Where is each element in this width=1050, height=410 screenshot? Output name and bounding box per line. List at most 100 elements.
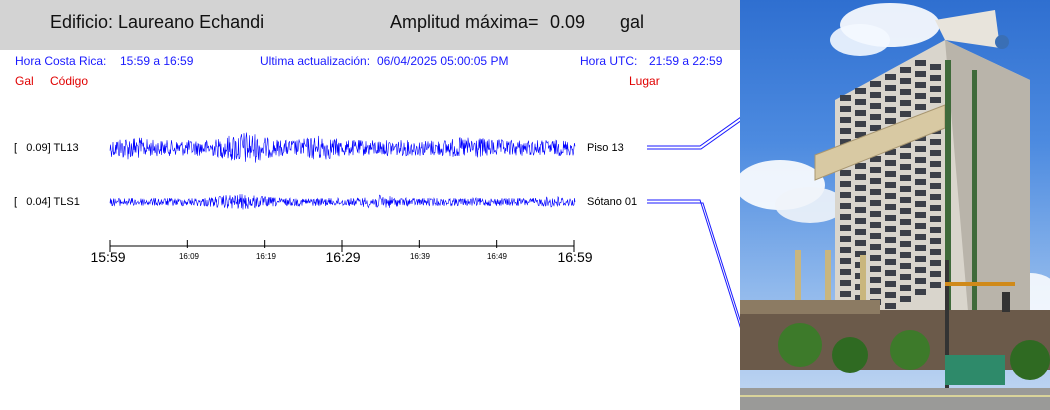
window	[915, 93, 926, 99]
window	[900, 142, 911, 148]
costa-rica-time-range: 15:59 a 16:59	[120, 54, 194, 68]
window	[915, 212, 926, 218]
window	[915, 82, 926, 88]
window	[915, 104, 926, 110]
window	[900, 230, 911, 236]
window	[930, 97, 941, 103]
window	[855, 229, 866, 235]
window	[855, 251, 866, 257]
time-label-1559: 15:59	[90, 249, 126, 265]
window	[840, 170, 851, 176]
window	[870, 277, 881, 283]
window	[915, 201, 926, 207]
window	[870, 156, 881, 162]
window	[915, 234, 926, 240]
logo-emblem	[995, 35, 1009, 49]
window	[915, 60, 926, 66]
traces-group	[109, 132, 576, 210]
window	[885, 204, 896, 210]
podium-roof	[740, 300, 880, 314]
window	[870, 178, 881, 184]
tree-1	[778, 323, 822, 367]
header-bar: Edificio: Laureano Echandi Amplitud máxi…	[0, 0, 740, 50]
window	[870, 211, 881, 217]
window	[930, 64, 941, 70]
window	[930, 271, 941, 277]
window	[915, 223, 926, 229]
time-label-1659: 16:59	[557, 249, 593, 265]
window	[885, 259, 896, 265]
window	[855, 110, 866, 116]
building-illustration	[740, 3, 1050, 410]
window	[915, 168, 926, 174]
window	[840, 258, 851, 264]
window	[900, 175, 911, 181]
channel-tl13-label: [ 0.09] TL13	[14, 142, 79, 154]
window	[900, 153, 911, 159]
window	[840, 106, 851, 112]
window	[885, 270, 896, 276]
window	[900, 241, 911, 247]
window	[930, 86, 941, 92]
window	[870, 222, 881, 228]
utc-time-label: Hora UTC:	[580, 54, 638, 68]
window	[900, 186, 911, 192]
window	[855, 88, 866, 94]
window	[885, 107, 896, 113]
window	[915, 71, 926, 77]
time-label-1609: 16:09	[178, 252, 200, 261]
window	[915, 289, 926, 295]
window	[870, 266, 881, 272]
window	[930, 161, 941, 167]
window	[870, 167, 881, 173]
time-label-1639: 16:39	[409, 252, 431, 261]
window	[885, 226, 896, 232]
window	[930, 139, 941, 145]
window	[840, 95, 851, 101]
window	[930, 194, 941, 200]
window	[930, 75, 941, 81]
window	[840, 128, 851, 134]
time-label-1649: 16:49	[486, 252, 508, 261]
window	[930, 150, 941, 156]
tree-4	[1010, 340, 1050, 380]
window	[885, 303, 896, 309]
window	[900, 252, 911, 258]
time-label-1619: 16:19	[255, 252, 277, 261]
utc-time-range: 21:59 a 22:59	[649, 54, 723, 68]
window	[870, 233, 881, 239]
traffic-light-arm	[945, 282, 1015, 286]
cloud-top-2	[830, 24, 890, 56]
window	[915, 157, 926, 163]
tree-3	[890, 330, 930, 370]
window	[870, 125, 881, 131]
window	[885, 193, 896, 199]
window	[870, 189, 881, 195]
window	[885, 237, 896, 243]
window	[885, 74, 896, 80]
window	[870, 288, 881, 294]
window	[840, 139, 851, 145]
window	[930, 238, 941, 244]
trace-tl13	[109, 132, 576, 163]
max-amplitude-label: Amplitud máxima=	[390, 12, 539, 32]
window	[900, 208, 911, 214]
window	[885, 292, 896, 298]
window	[930, 227, 941, 233]
window	[855, 196, 866, 202]
window	[930, 260, 941, 266]
window	[915, 146, 926, 152]
trace-tls1	[109, 194, 576, 210]
window	[900, 285, 911, 291]
window	[900, 263, 911, 269]
window	[840, 225, 851, 231]
window	[870, 200, 881, 206]
window	[900, 100, 911, 106]
tree-2	[832, 337, 868, 373]
cloud-left-2	[775, 187, 845, 223]
window	[870, 103, 881, 109]
window	[855, 207, 866, 213]
window	[855, 240, 866, 246]
traffic-light	[1002, 292, 1010, 312]
